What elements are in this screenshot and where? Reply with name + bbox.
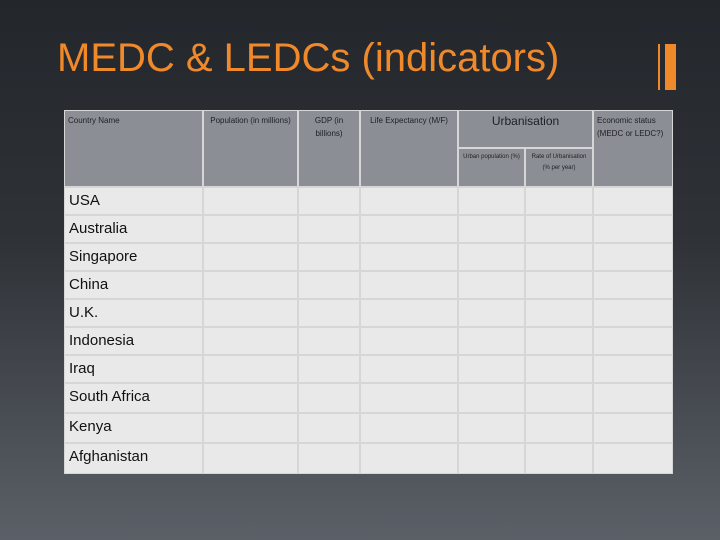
empty-cell — [458, 413, 525, 443]
empty-cell — [298, 215, 360, 243]
empty-cell — [298, 299, 360, 327]
empty-cell — [203, 413, 298, 443]
empty-cell — [360, 299, 458, 327]
empty-cell — [458, 187, 525, 215]
empty-cell — [525, 243, 593, 271]
empty-cell — [203, 355, 298, 383]
empty-cell — [458, 443, 525, 474]
country-cell: Indonesia — [64, 327, 203, 355]
empty-cell — [360, 413, 458, 443]
empty-cell — [593, 327, 673, 355]
empty-cell — [203, 443, 298, 474]
empty-cell — [525, 383, 593, 413]
empty-cell — [458, 299, 525, 327]
empty-cell — [525, 271, 593, 299]
country-cell: Afghanistan — [64, 443, 203, 474]
empty-cell — [298, 383, 360, 413]
empty-cell — [298, 243, 360, 271]
empty-cell — [525, 215, 593, 243]
empty-cell — [458, 327, 525, 355]
empty-cell — [593, 383, 673, 413]
accent-line — [658, 44, 660, 90]
country-cell: Singapore — [64, 243, 203, 271]
empty-cell — [458, 215, 525, 243]
empty-cell — [203, 327, 298, 355]
empty-cell — [203, 271, 298, 299]
empty-cell — [203, 187, 298, 215]
country-cell: South Africa — [64, 383, 203, 413]
empty-cell — [525, 327, 593, 355]
empty-cell — [360, 187, 458, 215]
subcolumn-header: Rate of Urbanisation (% per year) — [525, 148, 593, 187]
empty-cell — [593, 187, 673, 215]
empty-cell — [203, 383, 298, 413]
empty-cell — [298, 271, 360, 299]
subcolumn-header: Urban population (%) — [458, 148, 525, 187]
empty-cell — [203, 215, 298, 243]
empty-cell — [360, 443, 458, 474]
empty-cell — [593, 413, 673, 443]
empty-cell — [203, 243, 298, 271]
country-cell: Kenya — [64, 413, 203, 443]
empty-cell — [298, 327, 360, 355]
empty-cell — [298, 413, 360, 443]
column-header: GDP (in billions) — [298, 110, 360, 187]
empty-cell — [298, 187, 360, 215]
empty-cell — [525, 187, 593, 215]
empty-cell — [298, 355, 360, 383]
column-header: Life Expectancy (M/F) — [360, 110, 458, 187]
empty-cell — [593, 299, 673, 327]
empty-cell — [593, 215, 673, 243]
column-header: Population (in millions) — [203, 110, 298, 187]
empty-cell — [593, 355, 673, 383]
empty-cell — [298, 443, 360, 474]
slide-title: MEDC & LEDCs (indicators) — [57, 36, 560, 80]
empty-cell — [203, 299, 298, 327]
empty-cell — [360, 243, 458, 271]
country-cell: Australia — [64, 215, 203, 243]
column-header: Urbanisation — [458, 110, 593, 148]
empty-cell — [525, 299, 593, 327]
country-cell: U.K. — [64, 299, 203, 327]
empty-cell — [360, 355, 458, 383]
country-cell: USA — [64, 187, 203, 215]
country-cell: China — [64, 271, 203, 299]
empty-cell — [593, 243, 673, 271]
empty-cell — [360, 327, 458, 355]
empty-cell — [360, 383, 458, 413]
empty-cell — [593, 271, 673, 299]
empty-cell — [525, 355, 593, 383]
column-header: Economic status (MEDC or LEDC?) — [593, 110, 673, 187]
empty-cell — [360, 271, 458, 299]
empty-cell — [458, 355, 525, 383]
country-cell: Iraq — [64, 355, 203, 383]
empty-cell — [458, 271, 525, 299]
empty-cell — [525, 443, 593, 474]
empty-cell — [360, 215, 458, 243]
empty-cell — [458, 383, 525, 413]
empty-cell — [525, 413, 593, 443]
column-header: Country Name — [64, 110, 203, 187]
empty-cell — [458, 243, 525, 271]
accent-bar — [665, 44, 676, 90]
empty-cell — [593, 443, 673, 474]
